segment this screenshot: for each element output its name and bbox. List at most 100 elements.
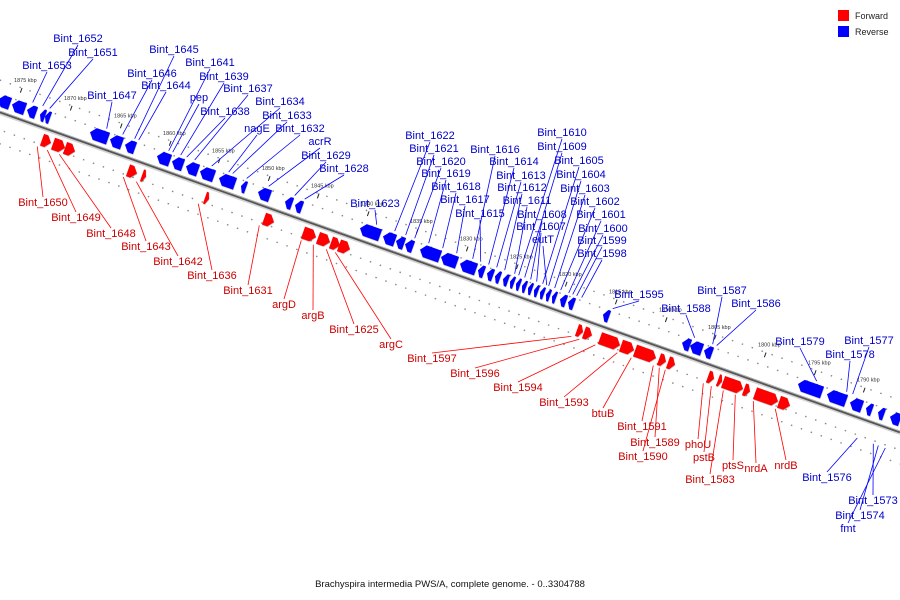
reverse-gene-42 <box>798 379 825 400</box>
gene-label: acrR <box>308 136 331 148</box>
tick-label: 1800 kbp <box>758 343 781 349</box>
gene-label: fmt <box>840 523 855 535</box>
forward-gene-17 <box>665 356 676 370</box>
gene-label: Bint_1643 <box>121 241 171 253</box>
leader-line <box>488 167 515 265</box>
leader-line <box>518 138 563 276</box>
leader-line <box>554 194 586 289</box>
forward-gene-14 <box>618 339 635 356</box>
tick-label: 1875 kbp <box>14 78 37 84</box>
reverse-gene-18 <box>383 232 398 248</box>
leader-line <box>268 147 321 187</box>
gene-label: Bint_1618 <box>431 181 481 193</box>
gene-label: Bint_1650 <box>18 197 68 209</box>
gene-label: Bint_1633 <box>262 110 312 122</box>
leader-line <box>852 346 870 395</box>
tick-mark <box>168 140 172 146</box>
gene-label: Bint_1589 <box>630 437 680 449</box>
legend-label-1: Reverse <box>855 27 889 37</box>
gene-label: Bint_1645 <box>149 44 199 56</box>
reverse-gene-14 <box>258 187 273 203</box>
reverse-gene-11 <box>200 167 217 183</box>
leader-line <box>474 338 580 369</box>
leader-line <box>514 206 528 274</box>
reverse-gene-26 <box>495 271 503 285</box>
leader-line <box>826 437 858 473</box>
tick-label: 1840 kbp <box>361 201 384 207</box>
tick-mark <box>564 281 568 287</box>
reverse-gene-4 <box>45 111 53 125</box>
tick-mark <box>713 334 717 340</box>
gene-label: Bint_1642 <box>153 256 203 268</box>
gene-label: Bint_1631 <box>223 285 273 297</box>
gene-label: eutT <box>532 234 554 246</box>
leader-line <box>122 176 147 242</box>
backbone-highlight <box>0 110 900 432</box>
gene-label: Bint_1649 <box>51 212 101 224</box>
reverse-gene-6 <box>110 135 125 151</box>
leader-line <box>211 107 281 167</box>
gene-label: Bint_1623 <box>350 198 400 210</box>
tick-label: 1820 kbp <box>559 272 582 278</box>
reverse-gene-46 <box>878 407 887 422</box>
leader-line <box>572 234 604 295</box>
reverse-gene-17 <box>360 224 383 242</box>
gene-label: Bint_1607 <box>516 221 566 233</box>
forward-gene-1 <box>50 137 66 153</box>
tick-label: 1835 kbp <box>410 219 433 225</box>
leader-line <box>394 141 431 232</box>
gene-label: Bint_1596 <box>450 368 500 380</box>
leader-line <box>46 149 77 213</box>
leader-line <box>228 134 258 173</box>
forward-gene-3 <box>125 164 138 179</box>
tick-mark <box>515 264 519 270</box>
leader-line <box>536 232 542 282</box>
forward-gene-21 <box>741 383 751 397</box>
reverse-gene-44 <box>850 398 865 414</box>
leader-line <box>134 55 175 139</box>
tick-mark <box>614 299 618 305</box>
forward-gene-20 <box>720 375 744 394</box>
gene-label: argC <box>379 339 403 351</box>
tick-label: 1810 kbp <box>659 307 682 313</box>
reverse-gene-33 <box>540 287 547 301</box>
tick-label: 1790 kbp <box>857 378 880 384</box>
leader-line <box>172 103 200 153</box>
tick-mark <box>813 370 817 376</box>
gene-label: Bint_1593 <box>539 397 589 409</box>
leader-line <box>334 252 392 340</box>
map-caption: Brachyspira intermedia PWS/A, complete g… <box>315 579 585 590</box>
reverse-gene-31 <box>528 282 535 297</box>
leader-line <box>774 408 787 461</box>
forward-gene-6 <box>261 212 275 228</box>
leader-line <box>122 79 153 135</box>
reverse-gene-16 <box>295 200 305 215</box>
gene-label: Bint_1634 <box>255 96 305 108</box>
leader-line <box>517 344 596 383</box>
leader-line <box>138 91 167 141</box>
gene-label: Bint_1574 <box>835 510 885 522</box>
gene-label: Bint_1615 <box>455 208 505 220</box>
leader-line <box>36 146 44 198</box>
reverse-gene-41 <box>704 346 715 361</box>
leader-line <box>472 155 496 259</box>
leader-line <box>709 390 724 475</box>
gene-label: Bint_1599 <box>577 235 627 247</box>
reverse-gene-0 <box>0 95 13 111</box>
gene-label: Bint_1579 <box>775 336 825 348</box>
leader-line <box>304 174 345 200</box>
leader-line <box>548 180 582 286</box>
leader-line <box>247 225 260 286</box>
gene-label: Bint_1608 <box>517 209 567 221</box>
tick-label: 1805 kbp <box>708 325 731 331</box>
leader-line <box>168 68 211 151</box>
reverse-gene-22 <box>441 252 460 270</box>
tick-label: 1865 kbp <box>114 114 137 120</box>
reverse-gene-35 <box>552 291 559 305</box>
gene-label: Bint_1603 <box>560 183 610 195</box>
tick-mark <box>862 387 866 393</box>
tick-mark <box>465 246 469 252</box>
gene-label: btuB <box>592 408 615 420</box>
forward-gene-19 <box>715 374 723 388</box>
